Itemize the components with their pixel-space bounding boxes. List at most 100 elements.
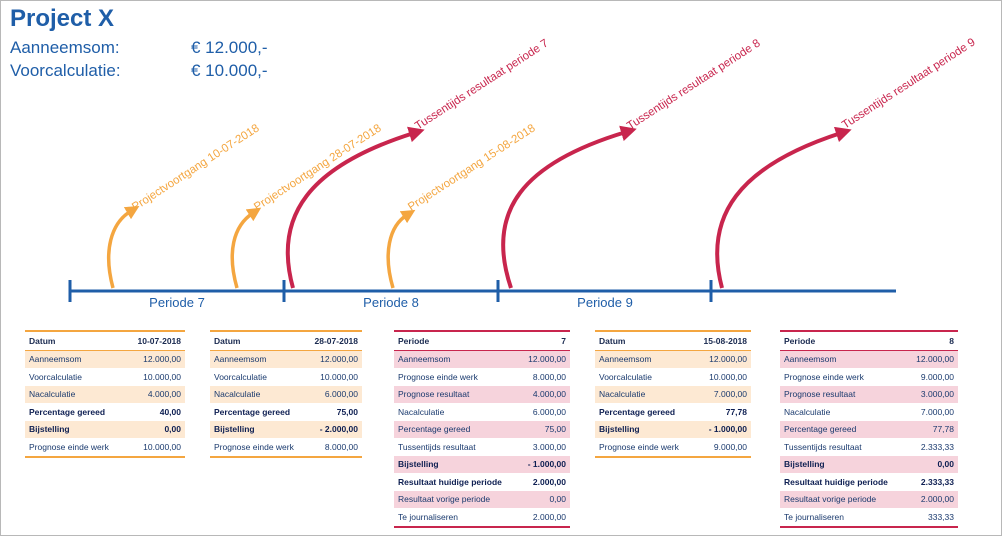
voorcalculatie-label: Voorcalculatie: <box>10 61 121 80</box>
row-label: Te journaliseren <box>780 508 907 528</box>
row-value: 2.333,33 <box>920 441 954 452</box>
table-row: Resultaat vorige periode 0,00 <box>394 490 570 508</box>
row-value: 4.000,00 <box>125 385 185 403</box>
row-value: 2.000,00 <box>518 508 570 528</box>
row-label: Tussentijds resultaat <box>398 441 476 452</box>
project-title: Project X <box>10 5 115 32</box>
voorcalculatie-value: € 10.000,- <box>191 61 268 80</box>
row-value: 3.000,00 <box>532 441 566 452</box>
table-row: Percentage gereed 77,78 <box>595 403 751 421</box>
row-value: 333,33 <box>906 508 958 528</box>
table-5: Periode 8 Aanneemsom 12.000,00 Prognose eind… <box>780 330 958 528</box>
table-row: Prognose einde werk 8.000,00 <box>394 368 570 386</box>
table-row: Aanneemsom 12.000,00 <box>394 350 570 368</box>
event-arrow-3 <box>285 126 425 289</box>
row-label: Prognose resultaat <box>780 385 907 403</box>
row-value: 75,00 <box>336 406 358 417</box>
row-value: 10.000,00 <box>143 371 181 382</box>
row-value: 0,00 <box>518 490 570 508</box>
aanneemsom-value: € 12.000,- <box>191 38 268 57</box>
row-label: Bijstelling <box>780 455 907 473</box>
table-row: Bijstelling 0,00 <box>780 455 958 473</box>
row-value: 77,78 <box>906 420 958 438</box>
event-label-3: Tussentijds resultaat periode 7 <box>413 37 551 132</box>
table-row: Aanneemsom 12.000,00 <box>595 350 751 368</box>
row-label: Voorcalculatie <box>29 371 82 382</box>
table-row: Nacalculatie 4.000,00 <box>25 385 185 403</box>
row-label: Prognose einde werk <box>210 438 306 458</box>
event-label-1: Projectvoortgang 10-07-2018 <box>130 122 261 213</box>
row-label: Aanneemsom <box>780 350 907 368</box>
table-row: Aanneemsom 12.000,00 <box>780 350 958 368</box>
row-label: Resultaat huidige periode <box>398 476 502 487</box>
table-row: Prognose einde werk 9.000,00 <box>595 438 751 458</box>
row-value: 6.000,00 <box>532 406 566 417</box>
table-header-row: Periode 8 <box>780 330 958 351</box>
row-value: 9.000,00 <box>920 371 954 382</box>
table-3: Periode 7 Aanneemsom 12.000,00 Prognose eind… <box>394 330 570 528</box>
table-row: Aanneemsom 12.000,00 <box>210 350 362 368</box>
table-row: Nacalculatie 6.000,00 <box>394 403 570 421</box>
row-value: - 1.000,00 <box>518 455 570 473</box>
row-value: 12.000,00 <box>906 350 958 368</box>
row-value: 3.000,00 <box>906 385 958 403</box>
row-value: 8.000,00 <box>532 371 566 382</box>
table-header-row: Datum 28-07-2018 <box>210 330 362 351</box>
event-arrow-4 <box>386 209 416 289</box>
row-value: 2.000,00 <box>906 490 958 508</box>
row-value: 12.000,00 <box>125 350 185 368</box>
row-label: Bijstelling <box>25 420 126 438</box>
table-row: Voorcalculatie 10.000,00 <box>595 368 751 386</box>
table-row: Nacalculatie 7.000,00 <box>595 385 751 403</box>
row-label: Prognose einde werk <box>784 371 864 382</box>
row-value: 2.333,33 <box>920 476 954 487</box>
row-value: - 1.000,00 <box>693 420 751 438</box>
row-label: Percentage gereed <box>599 406 676 417</box>
header-label: Datum <box>25 330 126 351</box>
event-label-2: Projectvoortgang 28-07-2018 <box>252 122 383 213</box>
row-value: 4.000,00 <box>518 385 570 403</box>
row-label: Aanneemsom <box>25 350 126 368</box>
header-label: Periode <box>780 330 907 351</box>
event-arrow-2 <box>230 207 262 289</box>
table-row: Bijstelling - 1.000,00 <box>595 420 751 438</box>
table-row: Prognose einde werk 10.000,00 <box>25 438 185 458</box>
row-value: 12.000,00 <box>693 350 751 368</box>
header-label: Periode <box>394 330 519 351</box>
period-label-3: Periode 9 <box>577 295 633 310</box>
event-arrow-1 <box>106 205 140 289</box>
row-label: Percentage gereed <box>29 406 106 417</box>
row-value: - 2.000,00 <box>305 420 362 438</box>
row-value: 77,78 <box>725 406 747 417</box>
table-row: Prognose einde werk 9.000,00 <box>780 368 958 386</box>
table-row: Resultaat huidige periode 2.333,33 <box>780 473 958 491</box>
table-row: Bijstelling 0,00 <box>25 420 185 438</box>
header-label: Datum <box>210 330 306 351</box>
row-value: 2.000,00 <box>532 476 566 487</box>
row-value: 0,00 <box>906 455 958 473</box>
row-value: 12.000,00 <box>518 350 570 368</box>
row-label: Voorcalculatie <box>214 371 267 382</box>
table-row: Voorcalculatie 10.000,00 <box>25 368 185 386</box>
row-label: Te journaliseren <box>394 508 519 528</box>
row-label: Bijstelling <box>595 420 694 438</box>
event-label-6: Tussentijds resultaat periode 9 <box>840 36 978 131</box>
header-value: 15-08-2018 <box>693 330 751 351</box>
row-label: Prognose einde werk <box>25 438 126 458</box>
row-label: Tussentijds resultaat <box>784 441 862 452</box>
table-header-row: Periode 7 <box>394 330 570 351</box>
table-row: Percentage gereed 75,00 <box>394 420 570 438</box>
row-label: Prognose einde werk <box>595 438 694 458</box>
timeline-diagram: Projectvoortgang 10-07-2018Projectvoortg… <box>68 36 978 310</box>
table-row: Nacalculatie 6.000,00 <box>210 385 362 403</box>
header-value: 10-07-2018 <box>125 330 185 351</box>
row-label: Prognose einde werk <box>398 371 478 382</box>
row-value: 6.000,00 <box>305 385 362 403</box>
table-header-row: Datum 10-07-2018 <box>25 330 185 351</box>
event-arrow-5 <box>501 125 637 289</box>
row-value: 7.000,00 <box>920 406 954 417</box>
event-label-5: Tussentijds resultaat periode 8 <box>625 37 763 132</box>
row-label: Percentage gereed <box>394 420 519 438</box>
table-row: Percentage gereed 75,00 <box>210 403 362 421</box>
table-row: Te journaliseren 333,33 <box>780 508 958 528</box>
